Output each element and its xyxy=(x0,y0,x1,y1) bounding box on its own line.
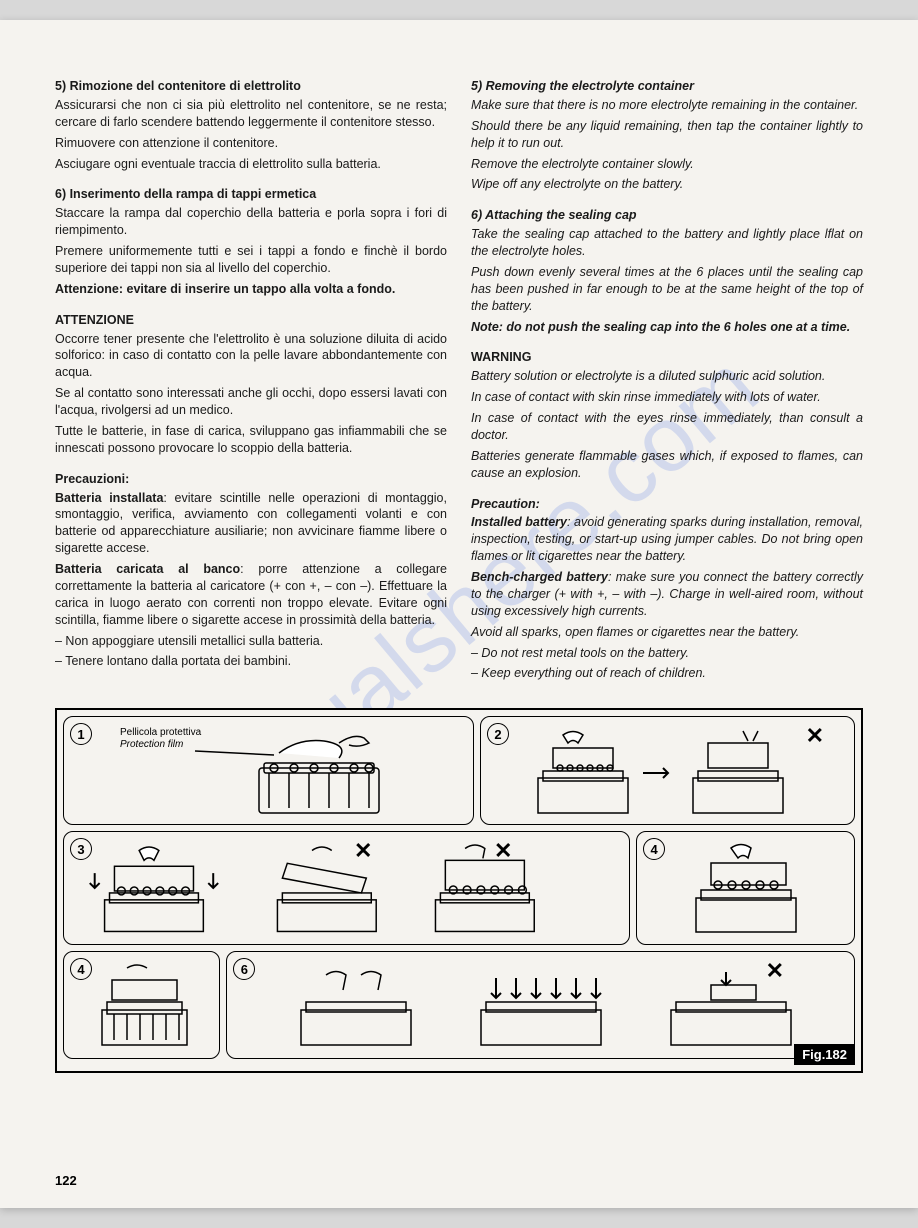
para: Se al contatto sono interessati anche gl… xyxy=(55,385,447,419)
panel-3: 3 ✕ ✕ xyxy=(63,831,630,945)
para: Batteria caricata al banco: porre attenz… xyxy=(55,561,447,629)
wrong-mark-icon: ✕ xyxy=(766,958,784,984)
para: Installed battery: avoid generating spar… xyxy=(471,514,863,565)
precautions-title-it: Precauzioni: xyxy=(55,471,447,488)
precautions-it: Precauzioni: Batteria installata: evitar… xyxy=(55,471,447,671)
para: In case of contact with the eyes rinse i… xyxy=(471,410,863,444)
panel-4b: 4 xyxy=(63,951,220,1059)
list-item: – Tenere lontano dalla portata dei bambi… xyxy=(55,653,447,670)
section-5-title-en: 5) Removing the electrolyte container xyxy=(471,78,863,95)
para: Push down evenly several times at the 6 … xyxy=(471,264,863,315)
para: Staccare la rampa dal coperchio della ba… xyxy=(55,205,447,239)
panel-1: 1 Pellicola protettiva Protection film xyxy=(63,716,474,825)
list-item: – Non appoggiare utensili metallici sull… xyxy=(55,633,447,650)
column-italian: 5) Rimozione del contenitore di elettrol… xyxy=(55,78,447,696)
section-5-en: 5) Removing the electrolyte container Ma… xyxy=(471,78,863,193)
battery-cap-closeup-icon xyxy=(82,960,202,1050)
section-6-note-it: Attenzione: evitare di inserire un tappo… xyxy=(55,281,447,298)
para: Assicurarsi che non ci sia più elettroli… xyxy=(55,97,447,131)
wrong-mark-icon: ✕ xyxy=(806,723,824,749)
list-item: – Keep everything out of reach of childr… xyxy=(471,665,863,682)
panel-4a: 4 xyxy=(636,831,855,945)
warning-it: ATTENZIONE Occorre tener presente che l'… xyxy=(55,312,447,457)
panel-2: 2 ✕ xyxy=(480,716,855,825)
para: Make sure that there is no more electrol… xyxy=(471,97,863,114)
label: Batteria installata xyxy=(55,491,163,505)
panel-number: 6 xyxy=(233,958,255,980)
para: Asciugare ogni eventuale traccia di elet… xyxy=(55,156,447,173)
para: Batteria installata: evitare scintille n… xyxy=(55,490,447,558)
para: Batteries generate flammable gases which… xyxy=(471,448,863,482)
section-5-title-it: 5) Rimozione del contenitore di elettrol… xyxy=(55,78,447,95)
para: Take the sealing cap attached to the bat… xyxy=(471,226,863,260)
para: Remove the electrolyte container slowly. xyxy=(471,156,863,173)
page-number: 122 xyxy=(55,1173,77,1188)
label-it: Pellicola protettiva xyxy=(120,727,201,739)
precautions-en: Precaution: Installed battery: avoid gen… xyxy=(471,496,863,683)
figure-row-2: 3 ✕ ✕ xyxy=(63,831,855,945)
para: In case of contact with skin rinse immed… xyxy=(471,389,863,406)
para: Tutte le batterie, in fase di carica, sv… xyxy=(55,423,447,457)
battery-cap-place-icon xyxy=(666,838,826,938)
para: Should there be any liquid remaining, th… xyxy=(471,118,863,152)
para: Wipe off any electrolyte on the battery. xyxy=(471,176,863,193)
panel-number: 4 xyxy=(643,838,665,860)
section-6-note-en: Note: do not push the sealing cap into t… xyxy=(471,319,863,336)
para: Avoid all sparks, open flames or cigaret… xyxy=(471,624,863,641)
section-6-title-it: 6) Inserimento della rampa di tappi erme… xyxy=(55,186,447,203)
warning-title-en: WARNING xyxy=(471,349,863,366)
section-6-en: 6) Attaching the sealing cap Take the se… xyxy=(471,207,863,335)
wrong-mark-icon: ✕ xyxy=(494,838,512,864)
list-item: – Do not rest metal tools on the battery… xyxy=(471,645,863,662)
panel-number: 1 xyxy=(70,723,92,745)
figure-row-3: 4 6 ✕ xyxy=(63,951,855,1059)
figure-box: 1 Pellicola protettiva Protection film xyxy=(55,708,863,1073)
label: Batteria caricata al banco xyxy=(55,562,240,576)
warning-title-it: ATTENZIONE xyxy=(55,312,447,329)
figure-row-1: 1 Pellicola protettiva Protection film xyxy=(63,716,855,825)
para: Bench-charged battery: make sure you con… xyxy=(471,569,863,620)
para: Occorre tener presente che l'elettrolito… xyxy=(55,331,447,382)
para: Rimuovere con attenzione il contenitore. xyxy=(55,135,447,152)
section-6-it: 6) Inserimento della rampa di tappi erme… xyxy=(55,186,447,297)
wrong-mark-icon: ✕ xyxy=(354,838,372,864)
label: Installed battery xyxy=(471,515,567,529)
panel-1-label: Pellicola protettiva Protection film xyxy=(120,727,201,751)
figure-number-label: Fig.182 xyxy=(794,1044,855,1065)
battery-seal-press-icon xyxy=(271,960,811,1050)
manual-page: manualshere.com 5) Rimozione del conteni… xyxy=(0,20,918,1208)
para: Battery solution or electrolyte is a dil… xyxy=(471,368,863,385)
precautions-title-en: Precaution: xyxy=(471,496,863,513)
label: Bench-charged battery xyxy=(471,570,608,584)
text-columns: 5) Rimozione del contenitore di elettrol… xyxy=(55,78,863,696)
panel-6: 6 ✕ xyxy=(226,951,855,1059)
label-en: Protection film xyxy=(120,739,201,751)
warning-en: WARNING Battery solution or electrolyte … xyxy=(471,349,863,481)
section-6-title-en: 6) Attaching the sealing cap xyxy=(471,207,863,224)
column-english: 5) Removing the electrolyte container Ma… xyxy=(471,78,863,696)
para: Premere uniformemente tutti e sei i tapp… xyxy=(55,243,447,277)
battery-push-down-icon xyxy=(70,838,623,938)
section-5-it: 5) Rimozione del contenitore di elettrol… xyxy=(55,78,447,172)
battery-insert-pack-icon xyxy=(518,723,818,818)
panel-number: 2 xyxy=(487,723,509,745)
